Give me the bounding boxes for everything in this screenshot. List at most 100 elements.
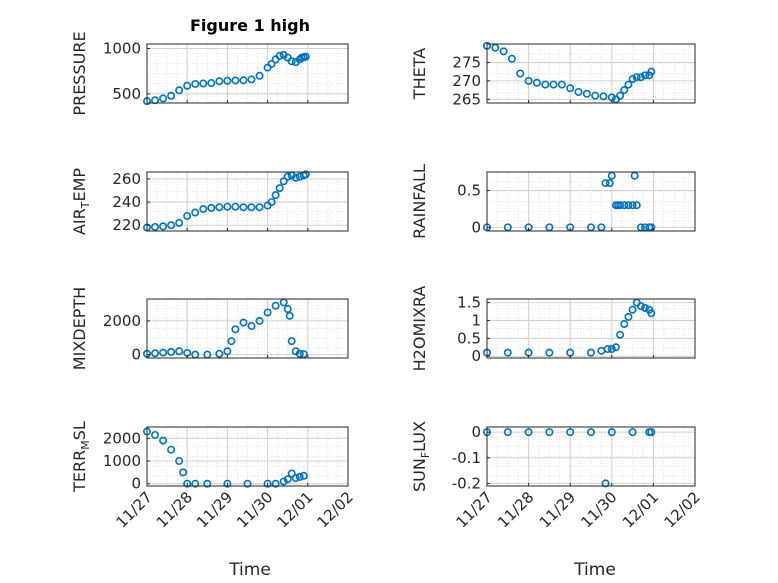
data-point (271, 479, 280, 488)
x-tick-label: 11/30 (233, 488, 276, 531)
data-point (524, 428, 533, 437)
data-point (215, 203, 224, 212)
subplot-4: 0 0.5 RAINFALL (410, 164, 696, 239)
x-tick-label: 11/28 (153, 488, 196, 531)
y-tick-label: 1000 (103, 40, 141, 58)
data-point (191, 79, 200, 88)
data-point (291, 474, 300, 483)
data-point (275, 184, 284, 193)
subplot-5: 0 2000 MIXDEPTH (70, 287, 349, 370)
data-point (620, 320, 629, 329)
y-axis-label: H2OMIXRA (410, 286, 429, 372)
data-point (591, 91, 600, 100)
y-axis-label: THETA (410, 48, 429, 100)
data-point (271, 191, 280, 200)
data-point (263, 308, 272, 317)
data-point (159, 94, 168, 103)
data-point (641, 71, 650, 80)
axes-box (486, 171, 696, 232)
data-point (624, 312, 633, 321)
y-tick-label: 270 (452, 72, 481, 90)
y-tick-label: 1.5 (457, 294, 481, 312)
data-point (167, 347, 176, 356)
y-tick-label: 0 (471, 347, 481, 365)
data-point (636, 73, 645, 82)
data-point (283, 305, 292, 314)
data-point (255, 316, 264, 325)
data-point (632, 201, 641, 210)
data-point (636, 302, 645, 311)
y-axis-label: TERRMSL (70, 421, 92, 493)
data-point (607, 345, 616, 354)
data-point (624, 80, 633, 89)
data-point (227, 337, 236, 346)
y-axis-label: PRESSURE (70, 31, 89, 115)
data-point (566, 84, 575, 93)
data-point (545, 348, 554, 357)
plot-area (487, 44, 695, 103)
data-point (541, 80, 550, 89)
data-point (545, 428, 554, 437)
data-point (267, 59, 276, 68)
data-point (283, 475, 292, 484)
data-point (231, 202, 240, 211)
data-point (586, 428, 595, 437)
x-tick-label: 12/02 (314, 488, 357, 531)
data-point (503, 348, 512, 357)
y-axis-label: SUNFLUX (410, 421, 432, 492)
data-point (151, 430, 160, 439)
subplot-3: 220 240 260 AIRTEMP (70, 168, 349, 235)
data-point (175, 347, 184, 356)
y-tick-label: 2000 (103, 429, 141, 447)
y-tick-label: 0 (131, 475, 141, 493)
data-point (291, 173, 300, 182)
data-point (532, 78, 541, 87)
y-tick-label: 240 (112, 193, 141, 211)
x-tick-label: 11/29 (536, 488, 579, 531)
data-point (159, 436, 168, 445)
data-point (283, 172, 292, 181)
data-point (632, 73, 641, 82)
data-point (183, 81, 192, 90)
x-tick-label: 11/28 (494, 488, 537, 531)
data-point (175, 457, 184, 466)
x-tick-label: 11/27 (113, 488, 156, 531)
data-point (167, 91, 176, 100)
data-point (215, 349, 224, 358)
data-point (599, 92, 608, 101)
y-tick-label: 0 (471, 423, 481, 441)
data-point (255, 71, 264, 80)
data-point (183, 479, 192, 488)
x-tick-label: 11/30 (577, 488, 620, 531)
data-point (255, 203, 264, 212)
data-point (605, 179, 614, 188)
data-point (301, 170, 310, 179)
data-point (151, 222, 160, 231)
x-tick-label: 12/02 (661, 488, 704, 531)
data-point (601, 179, 610, 188)
axes-box (146, 298, 349, 359)
subplot-1: 500 1000 PRESSURE (70, 31, 349, 116)
data-point (566, 428, 575, 437)
data-point (215, 77, 224, 86)
y-tick-label: 265 (452, 90, 481, 108)
y-tick-label: 1 (471, 311, 481, 329)
y-tick-label: 0 (471, 218, 481, 236)
data-point (239, 318, 248, 327)
data-point (159, 222, 168, 231)
data-point (231, 76, 240, 85)
data-point (620, 201, 629, 210)
data-point (299, 350, 308, 359)
x-tick-label: 12/01 (619, 488, 662, 531)
data-point (175, 218, 184, 227)
y-tick-label: 0.5 (457, 329, 481, 347)
data-point (223, 479, 232, 488)
data-point (616, 330, 625, 339)
y-tick-label: 0.5 (457, 181, 481, 199)
y-tick-label: -0.1 (452, 449, 481, 467)
data-point (603, 345, 612, 354)
